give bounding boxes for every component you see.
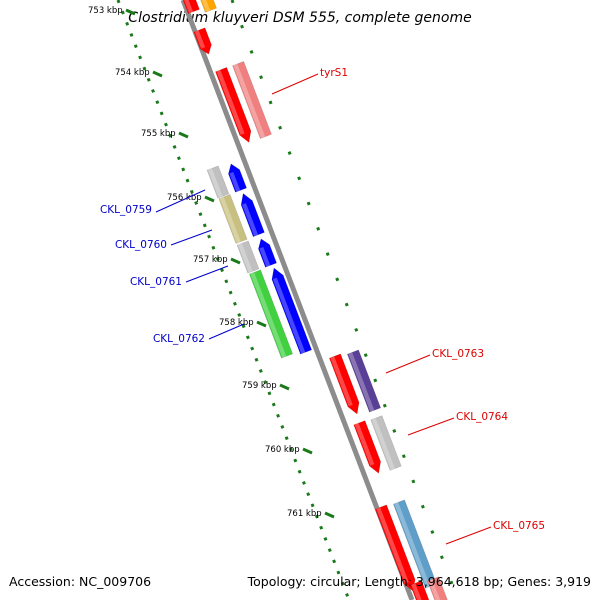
gene-label-ckl_0762: CKL_0762 [153, 333, 205, 345]
cog-box-ckl_0759-shape [206, 165, 230, 199]
ruler-tick [230, 257, 241, 265]
map-title: Clostridium kluyveri DSM 555, complete g… [128, 10, 472, 26]
cog-box-tyrs1-highlight [233, 63, 266, 139]
cog-box-ckl_0764-shape [370, 415, 402, 471]
cog-box-ckl_0763-shape [346, 349, 382, 413]
cog-box-ckl_0762-highlight [250, 272, 287, 358]
backbone [180, 0, 415, 600]
ruler: 753 kbp 754 kbp 755 kbp 756 kbp 757 kbp 758 k… [88, 0, 460, 600]
cds-arrow-ckl_0763-highlight [330, 356, 353, 407]
ruler-label: 753 kbp [88, 6, 123, 16]
cds-arrow-tyrs1-highlight [216, 69, 245, 135]
cds-arrow-ckl_0764 [353, 420, 381, 474]
label-leader-ckl_0759 [155, 189, 206, 213]
ruler-tick [279, 383, 290, 391]
cog-box-tyrs1 [232, 61, 272, 139]
ruler-label: 758 kbp [219, 318, 254, 328]
gene-labels: tyrS1 CKL_0759 CKL_0760 CKL_0761 CKL_0762 CKL… [100, 67, 545, 545]
ruler-tick [324, 511, 335, 519]
gene-label-ckl_0763: CKL_0763 [432, 348, 484, 360]
gene-label-ckl_0765: CKL_0765 [493, 520, 545, 532]
cds-arrow-ckl_0761 [258, 238, 277, 268]
ruler-tick [204, 195, 215, 203]
backbone-line [180, 0, 415, 600]
cog-box-ckl_0761-shape [236, 240, 260, 274]
gene-features [182, 0, 449, 600]
gene-label-ckl_0764: CKL_0764 [456, 411, 508, 423]
cog-box-ckl_0764 [370, 415, 402, 471]
partial-cds-bottom-highlight [411, 583, 426, 600]
cog-box-ckl_0759-highlight [207, 168, 223, 198]
ruler-tick [152, 70, 163, 78]
partial-cog-top-highlight [198, 0, 211, 13]
cds-arrow-ckl_0762-highlight [272, 277, 306, 354]
cds-arrow-ckl_0763 [328, 353, 360, 415]
cog-box-ckl_0761 [236, 240, 260, 274]
cds-arrow-ckl_0760-highlight [242, 203, 259, 237]
cog-box-ckl_0763-highlight [348, 352, 375, 412]
cog-box-ckl_0759 [206, 165, 230, 199]
cds-arrow-tyrs1 [215, 67, 252, 143]
cds-arrow-ckl_0759-shape [228, 163, 247, 193]
cog-box-ckl_0761-highlight [237, 243, 253, 273]
cog-box-ckl_0760 [218, 194, 248, 244]
cds-arrow-ckl_0762-shape [271, 267, 313, 355]
cog-box-ckl_0762-shape [248, 269, 294, 359]
cog-box-ckl_0762 [248, 269, 294, 359]
cds-arrow-ckl_0760 [240, 192, 265, 238]
partial-cog-top-shape [197, 0, 217, 13]
ruler-tick [256, 320, 267, 328]
cds-arrow-ckl_0761-shape [258, 238, 277, 268]
cds-arrow-ckl_0759-highlight [229, 172, 241, 192]
gene-label-tyrs1: tyrS1 [320, 67, 348, 79]
cds-arrow-ckl_0764-shape [353, 420, 381, 474]
cog-box-ckl_0765-highlight [394, 502, 431, 588]
cog-box-ckl_0760-shape [218, 194, 248, 244]
partial-cog-top [197, 0, 217, 13]
gene-label-ckl_0759: CKL_0759 [100, 204, 152, 216]
cog-box-ckl_0763 [346, 349, 382, 413]
cds-arrow-tyrs1-shape [215, 67, 252, 143]
cds-arrow-ckl_0763-shape [328, 353, 360, 415]
cds-arrow-ckl_0764-highlight [354, 423, 375, 466]
genome-summary-text: Topology: circular; Length: 3,964,618 bp… [247, 574, 591, 589]
label-leader-ckl_0765 [445, 526, 492, 545]
cds-arrow-ckl_0762 [271, 267, 313, 355]
label-leader-ckl_0760 [170, 229, 213, 246]
partial-cds-top-edge [182, 0, 200, 15]
label-leader-ckl_0762 [208, 323, 245, 340]
ruler-tick [125, 8, 136, 16]
partial-cds-top [193, 27, 212, 55]
ruler-label: 759 kbp [242, 381, 277, 391]
ruler-label: 757 kbp [193, 255, 228, 265]
label-leader-tyrs1 [271, 73, 319, 95]
cds-arrow-ckl_0759 [228, 163, 247, 193]
ruler-label: 756 kbp [167, 193, 202, 203]
ruler-label: 760 kbp [265, 445, 300, 455]
gene-label-ckl_0761: CKL_0761 [130, 276, 182, 288]
ruler-label: 755 kbp [141, 129, 176, 139]
cog-box-tyrs1-shape [232, 61, 272, 139]
partial-cds-top-edge-shape [182, 0, 200, 15]
ruler-label: 761 kbp [287, 509, 322, 519]
cds-arrow-ckl_0760-shape [240, 192, 265, 238]
cog-box-ckl_0760-highlight [219, 196, 241, 244]
ruler-tick [178, 131, 189, 139]
accession-text: Accession: NC_009706 [9, 574, 152, 589]
label-leader-ckl_0761 [185, 265, 229, 283]
label-leader-ckl_0764 [407, 417, 455, 436]
ruler-label: 754 kbp [115, 68, 150, 78]
gene-label-ckl_0760: CKL_0760 [115, 239, 167, 251]
partial-cds-bottom [410, 580, 432, 600]
partial-cds-top-edge-highlight [183, 0, 194, 14]
cog-box-ckl_0764-highlight [371, 418, 395, 471]
partial-cds-top-shape [193, 27, 212, 55]
partial-cds-top-highlight [194, 30, 206, 49]
label-leader-ckl_0763 [385, 354, 431, 374]
ruler-tick [302, 447, 313, 455]
cds-arrow-ckl_0761-highlight [259, 247, 271, 267]
partial-cds-bottom-shape [410, 580, 432, 600]
cds-arrow-ckl_0765-highlight [376, 507, 409, 584]
